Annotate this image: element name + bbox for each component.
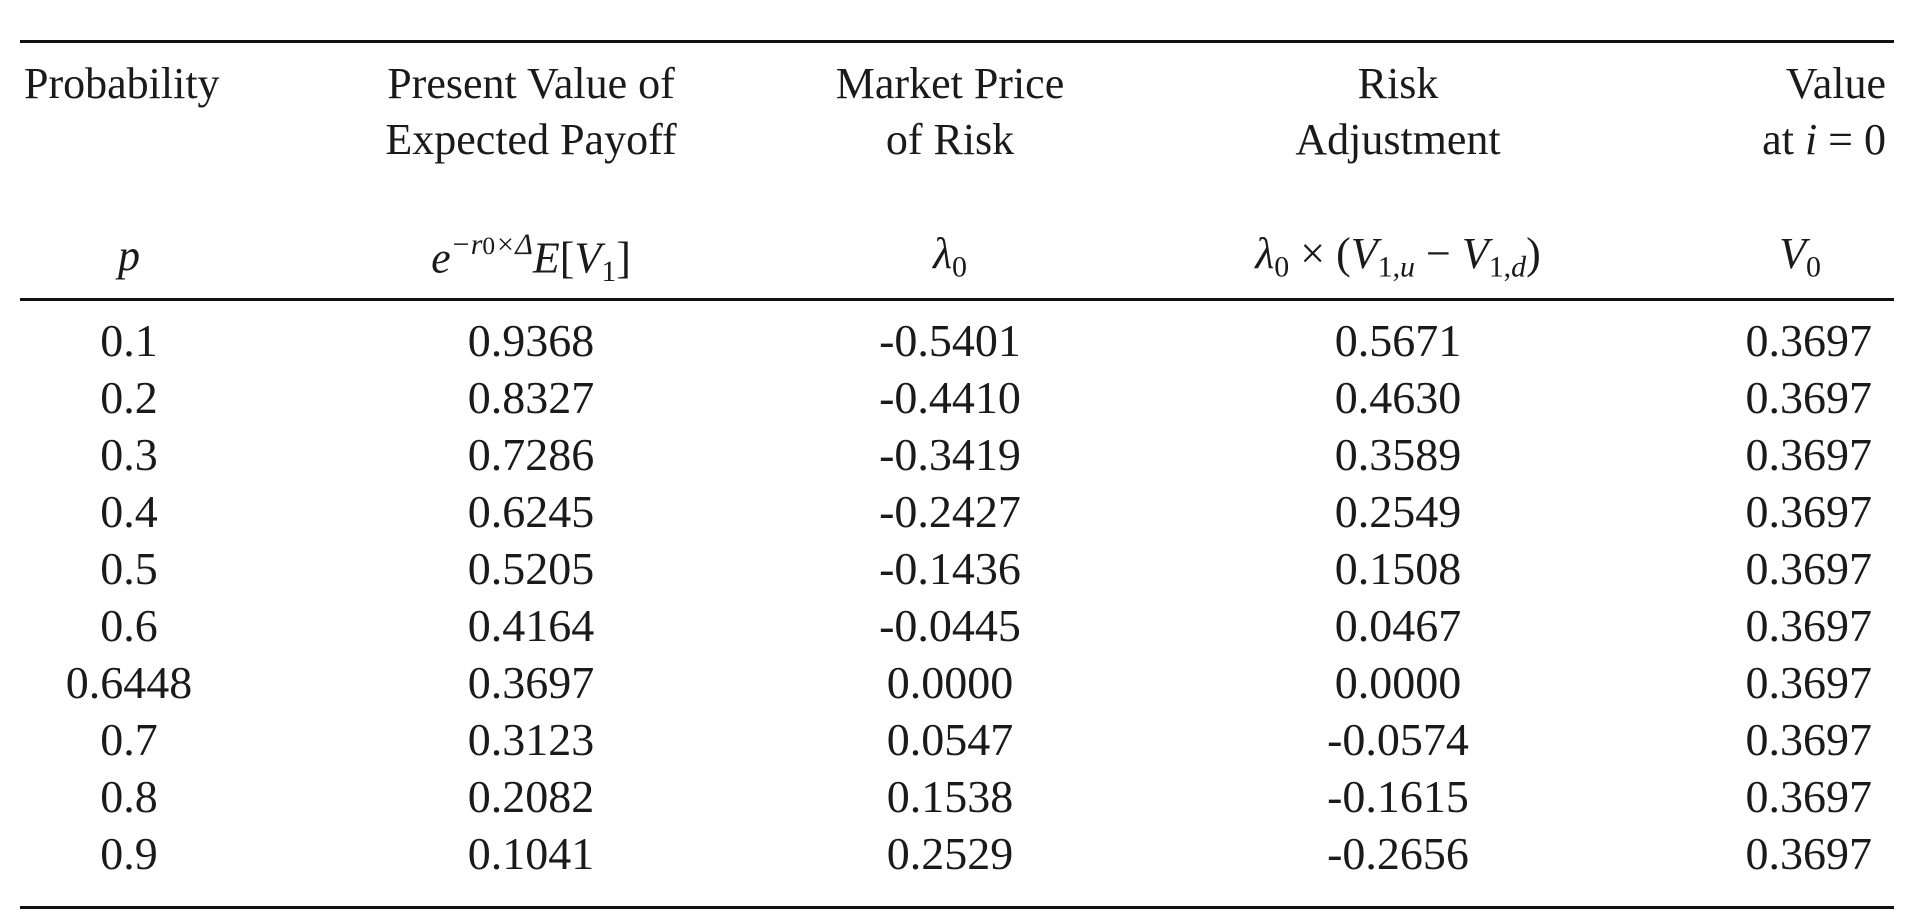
top-rule xyxy=(20,40,1894,43)
ra-cell: -0.2656 xyxy=(1327,828,1469,879)
mpr-cell: 0.0547 xyxy=(886,714,1014,765)
mpr-cell: -0.2427 xyxy=(879,486,1021,537)
symbol-p: p xyxy=(118,231,140,280)
probability-cell: 0.7 xyxy=(100,714,158,765)
value-cell: 0.3697 xyxy=(1745,429,1873,480)
value-cell: 0.3697 xyxy=(1745,771,1873,822)
probability-cell: 0.2 xyxy=(100,372,158,423)
ra-cell: 0.3589 xyxy=(1334,429,1462,480)
pv-cell: 0.8327 xyxy=(467,372,595,423)
header-mpr-line1: Market Price xyxy=(835,59,1065,108)
mpr-cell: 0.2529 xyxy=(886,828,1014,879)
ra-cell: 0.0000 xyxy=(1334,657,1462,708)
value-cell: 0.3697 xyxy=(1745,486,1873,537)
value-cell: 0.3697 xyxy=(1745,828,1873,879)
mpr-cell: -0.5401 xyxy=(879,315,1021,366)
header-value-line2: at i = 0 xyxy=(1762,118,1886,162)
symbol-v0: V0 xyxy=(1779,229,1821,284)
ra-cell: 0.2549 xyxy=(1334,486,1462,537)
header-ra-line2: Adjustment xyxy=(1295,115,1501,164)
pv-cell: 0.9368 xyxy=(467,315,595,366)
symbol-pv: e−r0×ΔE[V1] xyxy=(431,228,631,288)
mpr-cell: -0.0445 xyxy=(879,600,1021,651)
ra-cell: 0.1508 xyxy=(1334,543,1462,594)
mpr-cell: -0.1436 xyxy=(879,543,1021,594)
header-probability: Probability xyxy=(24,59,220,108)
pv-cell: 0.5205 xyxy=(467,543,595,594)
probability-cell: 0.4 xyxy=(100,486,158,537)
value-cell: 0.3697 xyxy=(1745,657,1873,708)
value-cell: 0.3697 xyxy=(1745,600,1873,651)
probability-cell: 0.1 xyxy=(100,315,158,366)
header-mpr-line2: of Risk xyxy=(885,115,1015,164)
symbol-lambda0: λ0 xyxy=(932,229,967,284)
pv-cell: 0.2082 xyxy=(467,771,595,822)
pv-cell: 0.1041 xyxy=(467,828,595,879)
ra-cell: -0.1615 xyxy=(1327,771,1469,822)
probability-cell: 0.9 xyxy=(100,828,158,879)
value-cell: 0.3697 xyxy=(1745,714,1873,765)
pv-cell: 0.3697 xyxy=(467,657,595,708)
value-cell: 0.3697 xyxy=(1745,543,1873,594)
header-value-line1: Value xyxy=(1785,59,1886,108)
ra-cell: -0.0574 xyxy=(1327,714,1469,765)
pv-cell: 0.7286 xyxy=(467,429,595,480)
value-cell: 0.3697 xyxy=(1745,372,1873,423)
probability-cell: 0.3 xyxy=(100,429,158,480)
header-pv-line1: Present Value of xyxy=(387,59,675,108)
header-value-at: at xyxy=(1762,115,1794,164)
probability-cell: 0.5 xyxy=(100,543,158,594)
mpr-cell: -0.4410 xyxy=(879,372,1021,423)
value-cell: 0.3697 xyxy=(1745,315,1873,366)
probability-cell: 0.8 xyxy=(100,771,158,822)
mpr-cell: 0.1538 xyxy=(886,771,1014,822)
symbol-risk-adjustment: λ0 × (V1,u − V1,d) xyxy=(1255,229,1541,284)
pv-cell: 0.6245 xyxy=(467,486,595,537)
mpr-cell: -0.3419 xyxy=(879,429,1021,480)
probability-cell: 0.6 xyxy=(100,600,158,651)
header-rule xyxy=(20,298,1894,301)
pv-cell: 0.4164 xyxy=(467,600,595,651)
ra-cell: 0.5671 xyxy=(1334,315,1462,366)
ra-cell: 0.4630 xyxy=(1334,372,1462,423)
header-ra-line1: Risk xyxy=(1357,59,1439,108)
bottom-rule xyxy=(20,906,1894,909)
header-pv-line2: Expected Payoff xyxy=(385,115,677,164)
pv-cell: 0.3123 xyxy=(467,714,595,765)
mpr-cell: 0.0000 xyxy=(886,657,1014,708)
header-value-eq: i = 0 xyxy=(1804,115,1886,164)
ra-cell: 0.0467 xyxy=(1334,600,1462,651)
probability-cell: 0.6448 xyxy=(65,657,193,708)
